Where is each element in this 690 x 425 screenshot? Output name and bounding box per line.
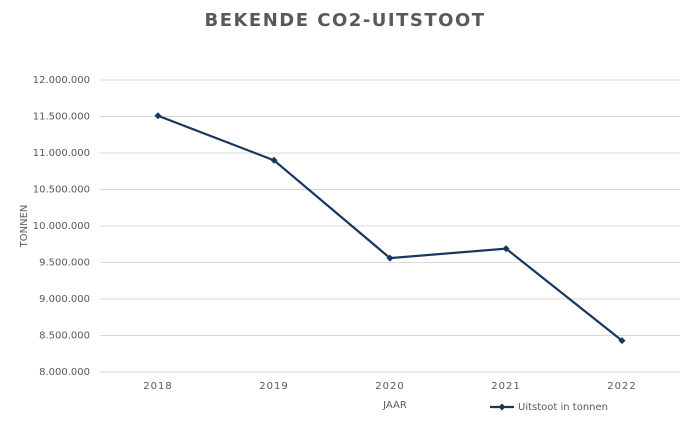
x-tick-label: 2021: [491, 381, 520, 392]
x-tick-label: 2019: [259, 381, 288, 392]
chart-title: BEKENDE CO2-UITSTOOT: [204, 10, 485, 31]
y-tick-label: 12.000.000: [33, 75, 90, 86]
x-tick-label: 2022: [607, 381, 636, 392]
x-tick-label: 2020: [375, 381, 404, 392]
data-point: [502, 245, 510, 253]
y-tick-label: 8.000.000: [39, 367, 90, 378]
y-tick-label: 11.500.000: [33, 112, 90, 123]
y-tick-label: 8.500.000: [39, 331, 90, 342]
data-point: [154, 112, 162, 120]
legend-label: Uitstoot in tonnen: [518, 402, 608, 413]
y-tick-label: 10.500.000: [33, 185, 90, 196]
y-tick-label: 10.000.000: [33, 221, 90, 232]
data-point: [618, 337, 626, 345]
data-point: [270, 156, 278, 164]
y-axis-title: TONNEN: [19, 205, 30, 249]
x-axis-title: JAAR: [382, 400, 407, 411]
y-tick-label: 9.000.000: [39, 294, 90, 305]
y-tick-label: 11.000.000: [33, 148, 90, 159]
series-line: [157, 114, 623, 342]
x-tick-label: 2018: [143, 381, 172, 392]
y-tick-label: 9.500.000: [39, 258, 90, 269]
legend-marker: [498, 403, 506, 411]
data-point: [386, 254, 394, 262]
